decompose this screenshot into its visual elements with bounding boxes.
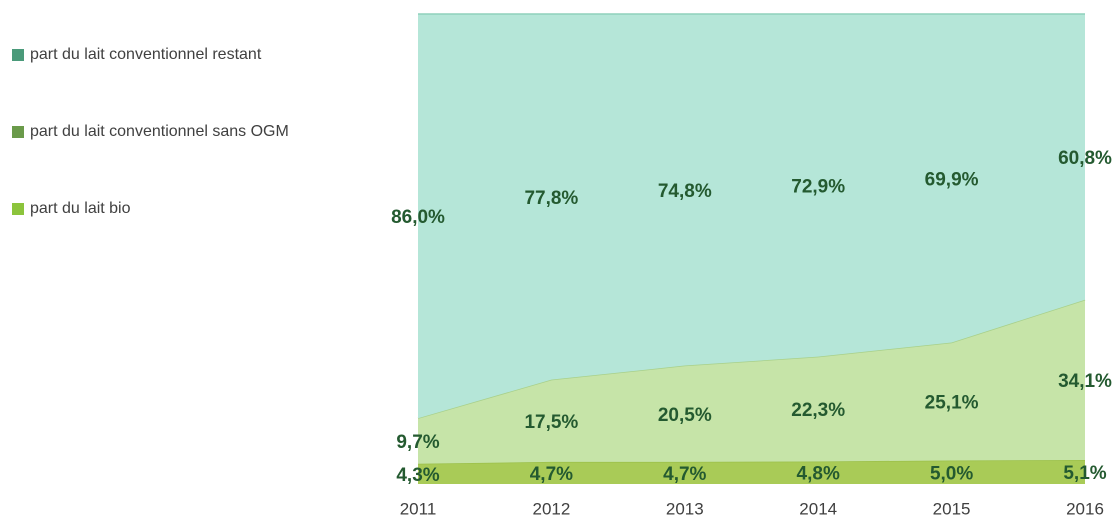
x-tick-label: 2012	[532, 499, 570, 518]
legend-swatch	[12, 49, 24, 61]
area-fill	[418, 460, 1085, 484]
area-fill	[418, 299, 1085, 464]
data-label: 86,0%	[391, 207, 445, 228]
legend-swatch	[12, 203, 24, 215]
data-label: 22,3%	[791, 400, 845, 421]
legend-label: part du lait bio	[30, 200, 131, 217]
data-label: 4,8%	[797, 464, 840, 485]
x-tick-label: 2011	[400, 499, 437, 518]
data-label: 72,9%	[791, 176, 845, 197]
legend-label: part du lait conventionnel restant	[30, 46, 262, 63]
data-label: 4,7%	[663, 464, 706, 485]
data-label: 9,7%	[396, 432, 439, 453]
data-label: 17,5%	[524, 412, 578, 433]
x-tick-label: 2014	[799, 499, 837, 518]
data-label: 20,5%	[658, 405, 712, 426]
data-label: 74,8%	[658, 181, 712, 202]
legend-label: part du lait conventionnel sans OGM	[30, 123, 289, 140]
area-fill	[418, 14, 1085, 419]
legend-swatch	[12, 126, 24, 138]
data-label: 60,8%	[1058, 148, 1112, 169]
data-label: 69,9%	[925, 169, 979, 190]
x-tick-label: 2016	[1066, 499, 1104, 518]
data-label: 77,8%	[524, 188, 578, 209]
data-label: 34,1%	[1058, 371, 1112, 392]
data-label: 4,7%	[530, 464, 573, 485]
x-tick-label: 2015	[933, 499, 971, 518]
data-label: 5,0%	[930, 463, 973, 484]
x-tick-label: 2013	[666, 499, 704, 518]
data-label: 25,1%	[925, 393, 979, 414]
data-label: 4,3%	[396, 465, 439, 486]
data-label: 5,1%	[1063, 463, 1106, 484]
